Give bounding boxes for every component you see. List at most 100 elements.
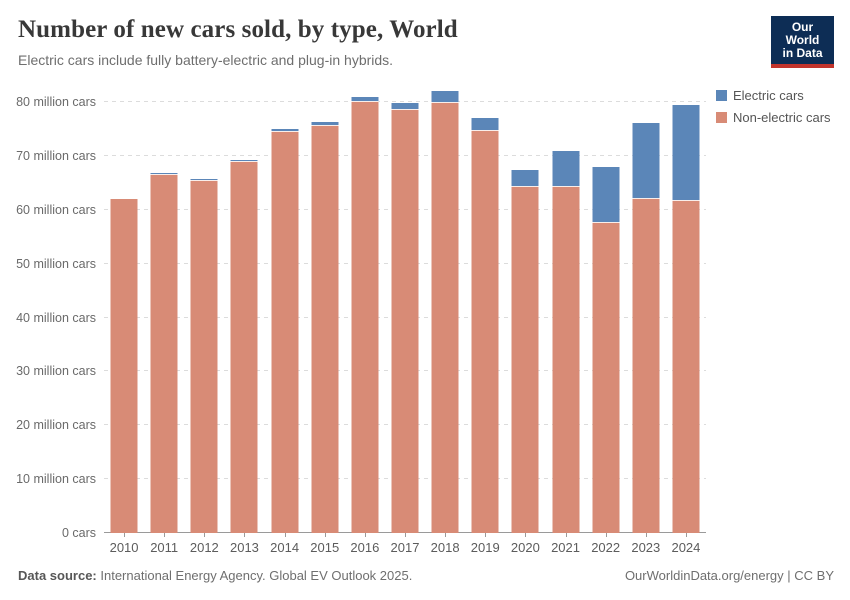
x-axis-label-2019: 2019 — [470, 540, 500, 555]
bar-2013-electric-cars[interactable] — [230, 159, 258, 161]
owid-logo-line1: Our World — [785, 20, 820, 47]
bar-2015-electric-cars[interactable] — [311, 121, 339, 125]
bar-2018-electric-cars[interactable] — [431, 90, 459, 103]
x-axis-label-2024: 2024 — [671, 540, 701, 555]
x-axis-label-2020: 2020 — [510, 540, 540, 555]
x-axis-label-2022: 2022 — [591, 540, 621, 555]
bar-2014-electric-cars[interactable] — [271, 129, 299, 131]
legend-swatch-icon — [716, 112, 727, 123]
bar-2019-non-electric-cars[interactable] — [471, 129, 499, 533]
bar-2012-electric-cars[interactable] — [190, 179, 218, 180]
bar-2019-electric-cars[interactable] — [471, 117, 499, 130]
x-axis: 2010 2011 2012 2013 2014 2015 2016 2017 2018 2019… — [104, 533, 706, 559]
x-axis-label-2013: 2013 — [229, 540, 259, 555]
bar-2021-electric-cars[interactable] — [552, 150, 580, 187]
y-axis-label-10: 10 million cars — [16, 472, 96, 487]
x-axis-label-2015: 2015 — [310, 540, 340, 555]
bar-2016-non-electric-cars[interactable] — [351, 100, 379, 533]
x-axis-label-2016: 2016 — [350, 540, 380, 555]
x-axis-tick-2024 — [685, 533, 687, 537]
bar-column-2018 — [425, 85, 465, 533]
y-axis-label-80: 80 million cars — [16, 95, 96, 110]
bar-2023-electric-cars[interactable] — [632, 123, 660, 199]
x-axis-tick-2023 — [645, 533, 647, 537]
x-axis-tick-2022 — [605, 533, 607, 537]
footer: Data source: International Energy Agency… — [18, 568, 834, 583]
bar-column-2013 — [224, 85, 264, 533]
y-axis-label-60: 60 million cars — [16, 202, 96, 217]
legend-label: Electric cars — [733, 88, 804, 103]
bar-column-2015 — [305, 85, 345, 533]
bar-2018-non-electric-cars[interactable] — [431, 102, 459, 533]
legend: Electric cars Non-electric cars — [716, 88, 831, 132]
y-axis-label-0: 0 cars — [61, 526, 96, 540]
x-axis-label-2012: 2012 — [189, 540, 219, 555]
footer-source-text: International Energy Agency. Global EV O… — [96, 568, 413, 583]
y-axis-label-50: 50 million cars — [16, 256, 96, 271]
bar-column-2022 — [586, 85, 626, 533]
legend-item-electric-cars[interactable]: Electric cars — [716, 88, 831, 103]
bar-2017-non-electric-cars[interactable] — [391, 109, 419, 533]
page-title: Number of new cars sold, by type, World — [18, 16, 458, 43]
legend-swatch-icon — [716, 90, 727, 101]
owid-logo-line2: in Data — [782, 46, 823, 60]
x-axis-tick-2013 — [244, 533, 246, 537]
x-axis-tick-2019 — [485, 533, 487, 537]
y-axis-label-70: 70 million cars — [16, 149, 96, 164]
legend-label: Non-electric cars — [733, 110, 831, 125]
bar-2024-non-electric-cars[interactable] — [672, 199, 700, 533]
bar-column-2020 — [505, 85, 545, 533]
x-axis-label-2023: 2023 — [631, 540, 661, 555]
x-axis-tick-2021 — [565, 533, 567, 537]
footer-source: Data source: International Energy Agency… — [18, 568, 412, 583]
page-subtitle: Electric cars include fully battery-elec… — [18, 52, 394, 68]
bar-column-2014 — [265, 85, 305, 533]
bar-column-2017 — [385, 85, 425, 533]
bar-column-2019 — [465, 85, 505, 533]
bar-2021-non-electric-cars[interactable] — [552, 186, 580, 533]
y-axis-labels: 0 cars 10 million cars 20 million cars 30 m… — [0, 85, 96, 540]
bar-2020-non-electric-cars[interactable] — [511, 186, 539, 533]
x-axis-tick-2014 — [284, 533, 286, 537]
bar-2010-non-electric-cars[interactable] — [110, 199, 138, 533]
bar-2022-electric-cars[interactable] — [592, 166, 620, 222]
bar-2016-electric-cars[interactable] — [351, 96, 379, 101]
bar-column-2021 — [545, 85, 585, 533]
x-axis-tick-2012 — [204, 533, 206, 537]
plot-area — [104, 85, 706, 533]
x-axis-tick-2018 — [445, 533, 447, 537]
bar-2017-electric-cars[interactable] — [391, 102, 419, 110]
bar-2015-non-electric-cars[interactable] — [311, 124, 339, 533]
bar-2012-non-electric-cars[interactable] — [190, 179, 218, 533]
x-axis-label-2014: 2014 — [270, 540, 300, 555]
y-axis-label-40: 40 million cars — [16, 310, 96, 325]
y-axis-label-20: 20 million cars — [16, 418, 96, 433]
x-axis-tick-2016 — [364, 533, 366, 537]
x-axis-tick-2017 — [405, 533, 406, 537]
y-axis-label-30: 30 million cars — [16, 364, 96, 379]
bar-column-2010 — [104, 85, 144, 533]
x-axis-label-2018: 2018 — [430, 540, 460, 555]
bar-2014-non-electric-cars[interactable] — [271, 130, 299, 533]
bar-column-2023 — [626, 85, 666, 533]
x-axis-tick-2020 — [525, 533, 527, 537]
bar-2024-electric-cars[interactable] — [672, 105, 700, 200]
legend-item-non-electric-cars[interactable]: Non-electric cars — [716, 110, 831, 125]
bar-column-2024 — [666, 85, 706, 533]
x-axis-tick-2015 — [324, 533, 326, 537]
bar-2011-non-electric-cars[interactable] — [150, 172, 178, 533]
bar-2020-electric-cars[interactable] — [511, 170, 539, 187]
footer-attribution[interactable]: OurWorldinData.org/energy | CC BY — [624, 568, 834, 583]
bar-column-2012 — [184, 85, 224, 533]
bar-column-2011 — [144, 85, 184, 533]
bar-2023-non-electric-cars[interactable] — [632, 198, 660, 533]
x-axis-label-2021: 2021 — [551, 540, 580, 555]
bar-2013-non-electric-cars[interactable] — [230, 160, 258, 533]
x-axis-tick-2011 — [164, 533, 166, 537]
x-axis-tick-2010 — [124, 533, 126, 537]
bar-2022-non-electric-cars[interactable] — [592, 221, 620, 533]
footer-source-label: Data source: — [18, 568, 97, 583]
x-axis-label-2011: 2011 — [150, 540, 179, 555]
owid-logo[interactable]: Our World in Data — [771, 16, 834, 68]
